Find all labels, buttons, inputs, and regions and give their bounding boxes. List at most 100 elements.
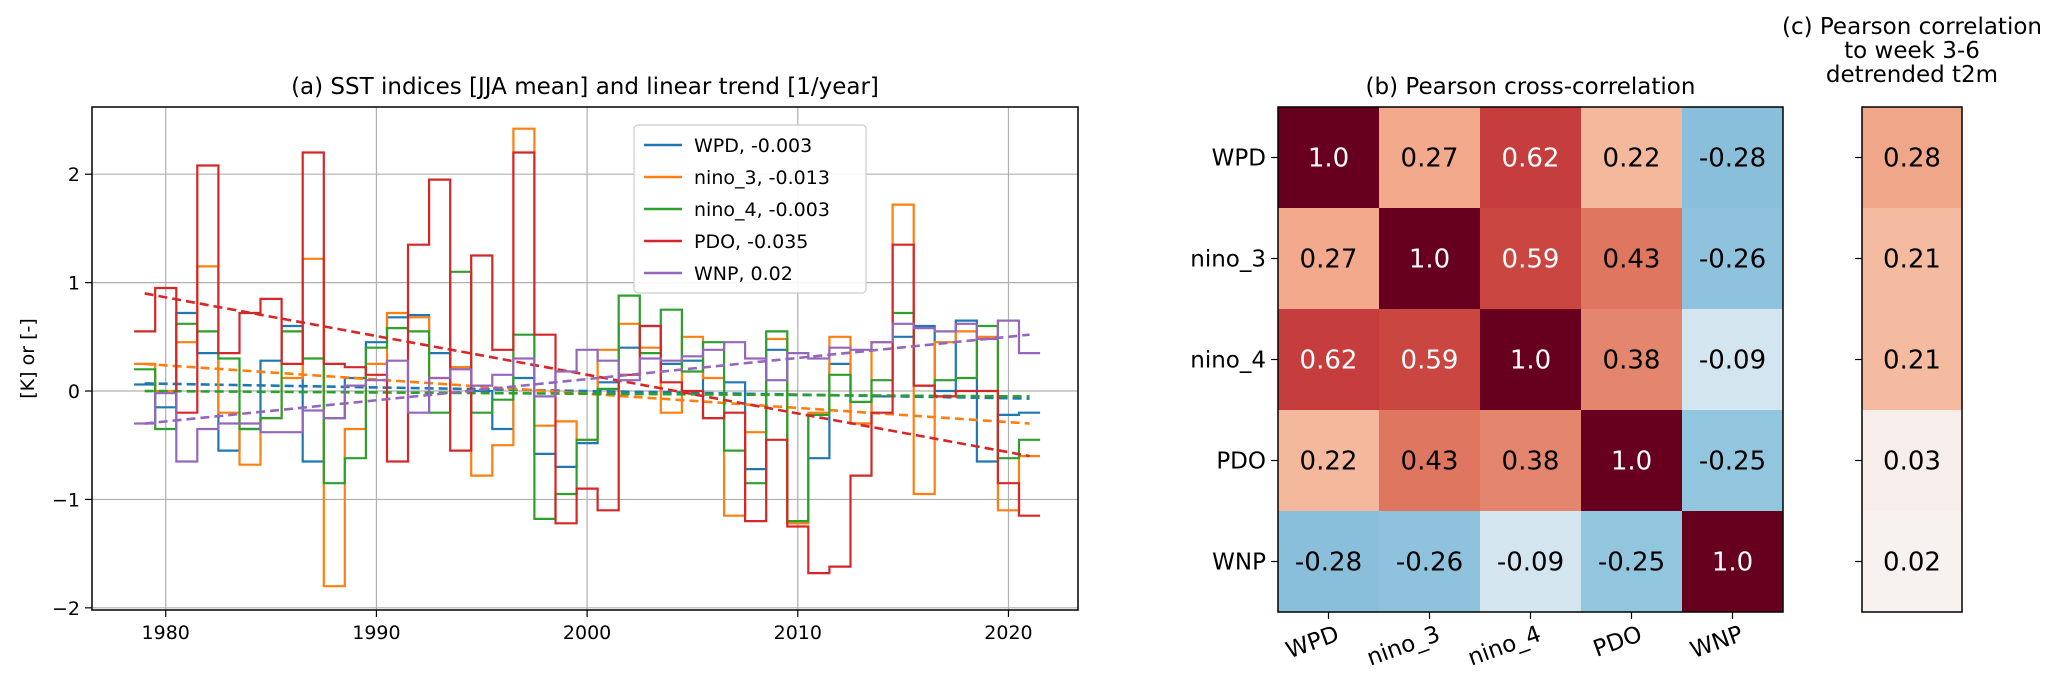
heatmap-cell-label: 1.0 — [1510, 346, 1551, 376]
legend-entry: PDO, -0.035 — [694, 231, 808, 253]
heatmap-cell — [1379, 208, 1480, 309]
correlation-matrix-panel: 1.0 0.27 0.62 0.22 -0.28 0.27 1.0 0.59 0.43 -0.26… — [1190, 74, 1784, 672]
y-tick-label: −2 — [52, 598, 80, 620]
x-tick-label: 1990 — [352, 622, 400, 644]
heatmap-cell — [1862, 107, 1962, 208]
heatmap-cell-label: 0.38 — [1603, 346, 1661, 376]
heatmap-cell-label: -0.28 — [1699, 144, 1766, 174]
heatmap-cell — [1278, 410, 1379, 511]
heatmap-cell — [1862, 511, 1962, 612]
legend-entry: nino_3, -0.013 — [694, 167, 830, 189]
col-label: WNP — [1687, 621, 1747, 664]
heatmap-cell-label: 0.28 — [1883, 144, 1941, 174]
heatmap-cell-label: 0.38 — [1502, 447, 1560, 477]
chart-title-line: detrended t2m — [1826, 62, 1998, 88]
y-axis-label: [K] or [-] — [17, 318, 39, 398]
heatmap-cell-label: 0.59 — [1502, 245, 1560, 275]
chart-title: (b) Pearson cross-correlation — [1366, 74, 1696, 100]
x-tick-label: 2020 — [984, 622, 1032, 644]
heatmap-cell — [1278, 107, 1379, 208]
heatmap-cell-label: 1.0 — [1611, 447, 1652, 477]
heatmap-cell — [1379, 107, 1480, 208]
heatmap-cell — [1480, 208, 1581, 309]
y-tick-label: 0 — [68, 381, 80, 403]
line-chart-panel: 1980 1990 2000 2010 2020 −2 −1 0 1 2 (a) SST indic… — [17, 74, 1079, 644]
heatmap-cell-label: 0.43 — [1603, 245, 1661, 275]
heatmap-cell-label: -0.09 — [1497, 548, 1564, 578]
heatmap-cell-label: 0.21 — [1883, 245, 1941, 275]
column-frame — [1861, 106, 1963, 613]
heatmap-cell-label: 1.0 — [1712, 548, 1753, 578]
heatmap-cell — [1581, 410, 1682, 511]
row-label: WNP — [1212, 550, 1266, 576]
heatmap-cell — [1581, 107, 1682, 208]
chart-title-line: to week 3-6 — [1844, 38, 1980, 64]
trend-line-nino_3 — [144, 362, 1030, 425]
heatmap-cell-label: 0.59 — [1401, 346, 1459, 376]
legend-entry: WNP, 0.02 — [694, 263, 793, 285]
col-label: nino_4 — [1464, 621, 1544, 671]
chart-title: (a) SST indices [JJA mean] and linear tr… — [291, 74, 879, 100]
heatmap-cell-label: 0.27 — [1300, 245, 1358, 275]
heatmap-cell-label: -0.25 — [1598, 548, 1665, 578]
heatmap-cell — [1379, 410, 1480, 511]
row-label: nino_4 — [1190, 348, 1266, 374]
heatmap-cell-label: 0.43 — [1401, 447, 1459, 477]
heatmap-cell — [1480, 511, 1581, 612]
heatmap-cell — [1682, 309, 1783, 410]
heatmap-cell-label: -0.26 — [1396, 548, 1463, 578]
col-label: WPD — [1283, 621, 1343, 664]
trend-line-nino_4 — [144, 389, 1030, 398]
row-label: nino_3 — [1190, 247, 1266, 273]
heatmap-cell — [1862, 208, 1962, 309]
heatmap-cell — [1480, 309, 1581, 410]
x-tick-label: 2000 — [563, 622, 611, 644]
heatmap-cell-label: -0.28 — [1295, 548, 1362, 578]
row-label: PDO — [1216, 449, 1266, 475]
heatmap-cell — [1581, 309, 1682, 410]
series-line-WNP — [134, 319, 1041, 463]
x-tick-label: 2010 — [774, 622, 822, 644]
heatmap-cell-label: 0.02 — [1883, 548, 1941, 578]
heatmap-cell — [1682, 208, 1783, 309]
plot-frame — [91, 106, 1079, 611]
heatmap-cell-label: 0.22 — [1603, 144, 1661, 174]
trend-line-WNP — [144, 333, 1030, 425]
target-correlation-panel: 0.28 0.21 0.21 0.03 0.02 (c) Pearson correlat… — [1782, 14, 2042, 613]
legend-entry: nino_4, -0.003 — [694, 199, 830, 221]
series-line-PDO — [134, 151, 1041, 575]
y-tick-label: −1 — [52, 489, 80, 511]
heatmap-cell-label: 0.62 — [1300, 346, 1358, 376]
heatmap-cell-label: -0.26 — [1699, 245, 1766, 275]
heatmap-cell-label: 0.27 — [1401, 144, 1459, 174]
heatmap-cell-label: 0.22 — [1300, 447, 1358, 477]
col-label: nino_3 — [1363, 621, 1443, 671]
heatmap-cell-label: -0.09 — [1699, 346, 1766, 376]
trend-line-PDO — [144, 292, 1030, 458]
heatmap-cell — [1379, 309, 1480, 410]
heatmap-cell-label: 0.21 — [1883, 346, 1941, 376]
heatmap-cell — [1682, 410, 1783, 511]
heatmap-cell — [1682, 107, 1783, 208]
legend-entry: WPD, -0.003 — [694, 135, 812, 157]
heatmap-cell — [1278, 309, 1379, 410]
heatmap-cell-label: 1.0 — [1409, 245, 1450, 275]
trend-line-WPD — [144, 382, 1030, 400]
heatmap-cell — [1682, 511, 1783, 612]
heatmap-cell — [1278, 511, 1379, 612]
heatmap-cell — [1480, 107, 1581, 208]
legend-box — [633, 124, 867, 294]
x-tick-label: 1980 — [142, 622, 190, 644]
y-tick-label: 2 — [68, 164, 80, 186]
heatmap-cell-label: 0.03 — [1883, 447, 1941, 477]
heatmap-cell — [1379, 511, 1480, 612]
y-tick-label: 1 — [68, 273, 80, 295]
heatmap-cell-label: -0.25 — [1699, 447, 1766, 477]
heatmap-cell-label: 1.0 — [1308, 144, 1349, 174]
series-line-nino_4 — [134, 270, 1041, 523]
heatmap-cell — [1581, 511, 1682, 612]
col-label: PDO — [1590, 621, 1646, 662]
heatmap-cell — [1480, 410, 1581, 511]
heatmap-cell — [1278, 208, 1379, 309]
